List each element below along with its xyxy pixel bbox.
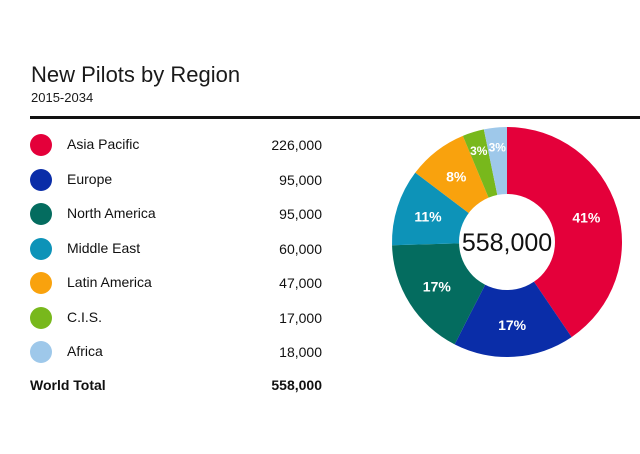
legend-swatch — [30, 134, 52, 156]
legend-label: Asia Pacific — [67, 136, 140, 152]
legend-value: 95,000 — [279, 171, 322, 188]
legend: Asia Pacific 226,000 Europe 95,000 North… — [30, 132, 330, 374]
legend-label: Africa — [67, 343, 103, 359]
slice-percent-label: 3% — [470, 144, 488, 158]
legend-item: Asia Pacific 226,000 — [30, 132, 330, 167]
slice-percent-label: 3% — [489, 140, 507, 154]
donut-hole — [459, 194, 555, 290]
percent-labels: 41%17%17%11%8%3% 3% — [414, 140, 601, 332]
pie-slice — [454, 242, 572, 357]
legend-swatch — [30, 237, 52, 260]
legend-item: Middle East 60,000 — [30, 236, 330, 271]
legend-item: Latin America 47,000 — [30, 270, 330, 305]
legend-value: 60,000 — [279, 240, 322, 257]
legend-value: 95,000 — [279, 206, 322, 222]
slice-percent-label: 17% — [423, 278, 452, 294]
legend-label: North America — [67, 205, 156, 221]
pie-slice — [507, 127, 622, 338]
world-total-row: World Total 558,000 — [30, 377, 330, 399]
legend-item: C.I.S. 17,000 — [30, 305, 330, 340]
legend-swatch — [30, 168, 52, 191]
legend-item: Africa 18,000 — [30, 339, 330, 374]
legend-swatch — [30, 272, 52, 294]
legend-label: Europe — [67, 170, 113, 187]
legend-swatch — [30, 203, 52, 225]
slice-percent-label: 11% — [414, 209, 442, 225]
legend-value: 47,000 — [279, 275, 322, 291]
legend-label: Latin America — [67, 274, 152, 290]
chart-subtitle: 2015-2034 — [31, 90, 94, 105]
legend-item: North America 95,000 — [30, 201, 330, 236]
legend-label: Middle East — [67, 239, 141, 256]
donut-chart: 558,000 41%17%17%11%8%3% 3% — [392, 127, 622, 357]
legend-value: 17,000 — [279, 309, 322, 326]
legend-item: Europe 95,000 — [30, 167, 330, 202]
legend-label: C.I.S. — [67, 308, 103, 325]
title-divider — [30, 116, 640, 119]
legend-value: 226,000 — [271, 137, 322, 153]
chart-title: New Pilots by Region — [31, 62, 241, 87]
legend-swatch — [30, 306, 52, 329]
world-total-label: World Total — [30, 377, 106, 393]
center-total-label: 558,000 — [462, 229, 552, 257]
slice-percent-label: 41% — [572, 210, 601, 226]
slice-percent-label: 17% — [498, 317, 527, 333]
world-total-value: 558,000 — [271, 377, 322, 393]
legend-swatch — [30, 341, 52, 363]
slice-percent-label: 8% — [446, 168, 467, 184]
legend-value: 18,000 — [279, 344, 322, 360]
